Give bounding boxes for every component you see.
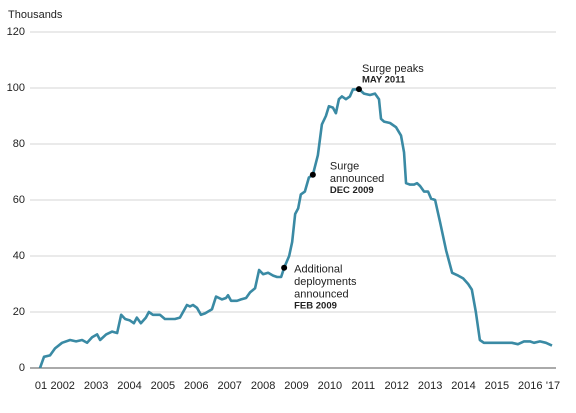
annotation-date: FEB 2009 (294, 300, 337, 311)
annotation-text: Surge peaks (362, 63, 424, 75)
x-tick-label: 2016 (518, 380, 542, 392)
x-tick-label: 2011 (351, 380, 375, 392)
annotation-date: MAY 2011 (362, 75, 406, 86)
x-tick-label: 2012 (384, 380, 408, 392)
y-tick-label: 0 (19, 362, 25, 374)
annotation-marker (281, 264, 288, 271)
x-tick-label: 2008 (251, 380, 275, 392)
y-tick-label: 60 (13, 194, 25, 206)
x-tick-label: 01 (35, 380, 47, 392)
y-tick-label: 40 (13, 250, 25, 262)
annotation-text: Additional (294, 264, 342, 276)
annotation-text: announced (330, 173, 384, 185)
x-tick-label: 2003 (84, 380, 108, 392)
x-tick-label: 2006 (184, 380, 208, 392)
data-line (38, 87, 553, 369)
x-tick-label: 2009 (284, 380, 308, 392)
x-tick-label: 2007 (217, 380, 241, 392)
y-tick-label: 20 (13, 306, 25, 318)
annotation-text: deployments (294, 276, 357, 288)
annotation-marker (355, 86, 362, 93)
x-tick-label: '17 (546, 380, 560, 392)
x-tick-label: 2004 (117, 380, 141, 392)
x-tick-label: 2014 (451, 380, 475, 392)
x-tick-label: 2002 (50, 380, 74, 392)
x-tick-label: 2010 (318, 380, 342, 392)
annotation-date: DEC 2009 (330, 185, 374, 196)
x-tick-label: 2015 (485, 380, 509, 392)
annotation-text: announced (294, 289, 348, 301)
y-tick-label: 100 (7, 82, 25, 94)
y-axis-label: Thousands (8, 9, 63, 21)
x-tick-label: 2013 (418, 380, 442, 392)
annotation-marker (309, 171, 316, 178)
annotation-text: Surge (330, 161, 359, 173)
x-tick-label: 2005 (151, 380, 175, 392)
y-tick-label: 80 (13, 138, 25, 150)
y-tick-label: 120 (7, 26, 25, 38)
